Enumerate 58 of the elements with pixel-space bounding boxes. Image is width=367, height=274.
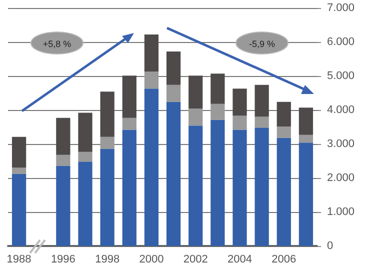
bar [276, 126, 291, 138]
bar [210, 120, 225, 246]
bar [122, 76, 136, 118]
bar [56, 118, 70, 155]
oval-badge: -5,9 % [236, 32, 288, 54]
bar [100, 92, 114, 137]
bar [254, 128, 269, 246]
bar [100, 148, 114, 246]
bar [78, 162, 92, 246]
y-tick-label: 6.000 [327, 36, 355, 48]
bar [166, 84, 181, 102]
bar [276, 102, 291, 127]
y-tick-label: 1.000 [327, 206, 355, 218]
bar [210, 74, 225, 104]
bar [12, 168, 26, 174]
bar [232, 116, 247, 130]
bar [144, 88, 159, 246]
x-tick-label: 2006 [272, 254, 296, 266]
bar [56, 166, 70, 246]
bar [78, 112, 92, 152]
y-tick-label: 5.000 [327, 70, 355, 82]
bar [12, 174, 26, 246]
bar [166, 102, 181, 246]
bar [298, 134, 314, 143]
bar [56, 154, 70, 166]
y-tick-label: 7.000 [327, 2, 355, 14]
bar [100, 136, 114, 149]
bar [166, 52, 181, 85]
bar [188, 108, 203, 126]
x-tick-label: 1998 [95, 254, 120, 266]
bar [298, 142, 314, 246]
x-tick-label: 2004 [228, 254, 252, 266]
y-tick-label: 4.000 [327, 104, 355, 116]
y-tick-label: 2.000 [327, 172, 355, 184]
bar [254, 84, 269, 117]
annotation: +5,8 % [42, 39, 72, 49]
bar [188, 126, 203, 246]
oval-badge: +5,8 % [30, 32, 84, 54]
bar [188, 76, 203, 109]
bar [144, 72, 159, 89]
bar [232, 88, 247, 116]
bar [232, 130, 247, 246]
bar [12, 136, 26, 168]
bar [210, 104, 225, 120]
bar [122, 130, 136, 246]
bar [122, 118, 136, 130]
x-tick-label: 1988 [6, 254, 32, 266]
x-tick-label: 2000 [139, 254, 164, 266]
x-tick-label: 1996 [50, 254, 76, 266]
y-tick-label: 3.000 [327, 138, 355, 150]
x-tick-label: 2002 [183, 254, 208, 266]
bar [254, 116, 269, 128]
bar [276, 138, 291, 246]
bar [298, 108, 314, 135]
y-tick-label: 0 [327, 240, 334, 252]
bar [78, 152, 92, 162]
bar [144, 34, 159, 72]
annotation: -5,9 % [248, 39, 276, 49]
